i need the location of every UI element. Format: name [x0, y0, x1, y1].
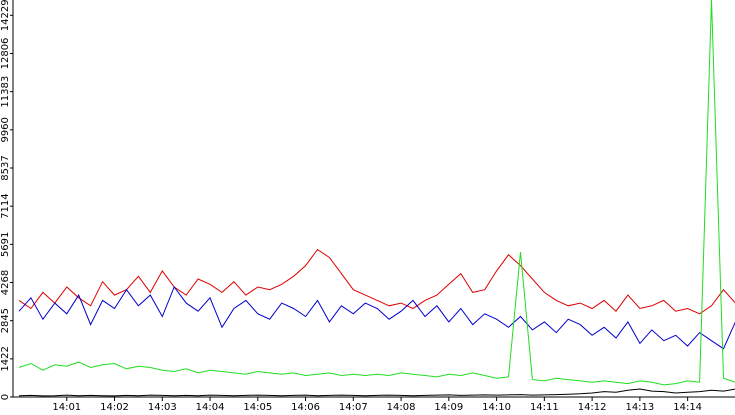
x-tick-label: 14:07	[339, 402, 368, 413]
y-tick-label: 12806	[0, 38, 11, 70]
series-line	[18, 388, 735, 397]
x-tick-label: 14:02	[100, 402, 129, 413]
y-tick-label: 8537	[0, 155, 11, 180]
x-tick-label: 14:13	[625, 402, 654, 413]
series-line	[18, 285, 735, 350]
x-tick-label: 14:12	[578, 402, 607, 413]
x-tick-label: 14:01	[52, 402, 81, 413]
x-tick-label: 14:04	[196, 402, 225, 413]
y-tick-label: 0	[0, 394, 11, 400]
y-tick-label: 9960	[0, 117, 11, 142]
y-tick-label: 5691	[0, 232, 11, 257]
x-tick-label: 14:10	[482, 402, 511, 413]
x-tick-label: 14:11	[530, 402, 559, 413]
y-tick-label: 11383	[0, 76, 11, 108]
x-tick-label: 14:14	[673, 402, 702, 413]
x-tick-label: 14:06	[291, 402, 320, 413]
y-tick-label: 1422	[0, 346, 11, 371]
x-tick-label: 14:09	[434, 402, 463, 413]
y-tick-label: 7114	[0, 193, 11, 218]
series-line	[18, 0, 735, 386]
y-tick-label: 14229	[0, 0, 11, 31]
x-tick-label: 14:03	[148, 402, 177, 413]
x-tick-label: 14:08	[387, 402, 416, 413]
y-tick-label: 4268	[0, 270, 11, 295]
y-tick-label: 2845	[0, 308, 11, 333]
x-tick-label: 14:05	[243, 402, 272, 413]
series-line	[18, 248, 735, 315]
